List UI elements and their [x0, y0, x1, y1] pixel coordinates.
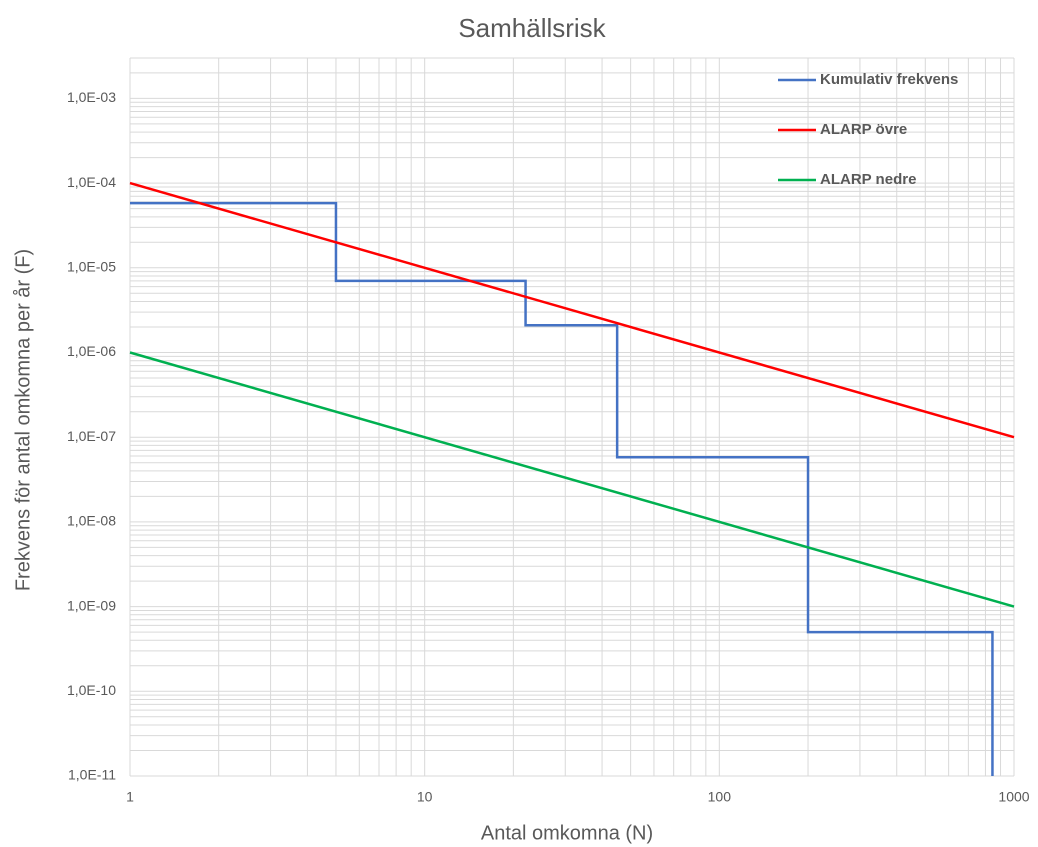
y-tick-label: 1,0E-06	[67, 343, 116, 359]
x-tick-label: 1000	[998, 789, 1029, 805]
legend-label: ALARP nedre	[820, 171, 916, 188]
x-tick-label: 10	[417, 789, 433, 805]
x-axis-label: Antal omkomna (N)	[481, 822, 653, 844]
y-tick-label: 1,0E-07	[67, 428, 116, 444]
x-tick-label: 100	[708, 789, 732, 805]
y-tick-label: 1,0E-05	[67, 259, 116, 275]
y-tick-label: 1,0E-09	[67, 597, 116, 613]
x-tick-label: 1	[126, 789, 134, 805]
chart-title: Samhällsrisk	[458, 13, 606, 43]
legend-label: Kumulativ frekvens	[820, 71, 958, 88]
y-tick-label: 1,0E-11	[68, 767, 116, 783]
y-tick-label: 1,0E-04	[67, 174, 116, 190]
y-tick-label: 1,0E-08	[67, 513, 116, 529]
legend-label: ALARP övre	[820, 121, 907, 138]
series-line	[130, 201, 994, 776]
series-line	[129, 181, 1015, 439]
y-tick-label: 1,0E-03	[67, 89, 116, 105]
series-line	[129, 351, 1015, 608]
y-axis-label: Frekvens för antal omkomna per år (F)	[12, 249, 34, 591]
y-tick-label: 1,0E-10	[67, 682, 116, 698]
